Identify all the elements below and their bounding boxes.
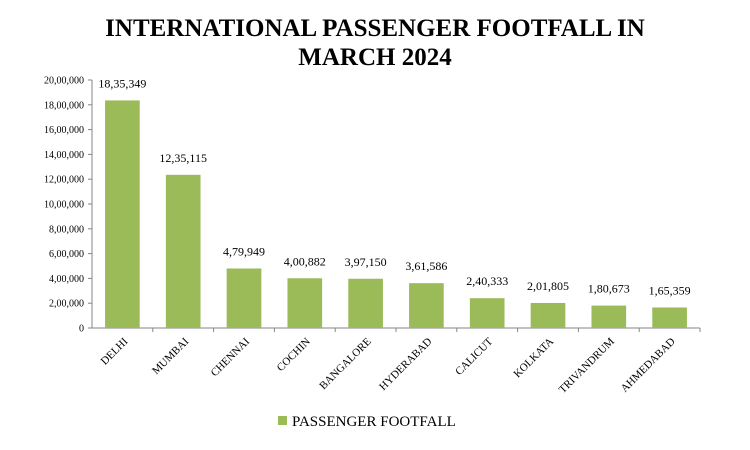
y-tick-label: 10,00,000 — [44, 200, 84, 211]
x-category-label: COCHIN — [275, 336, 313, 374]
y-tick-label: 16,00,000 — [44, 125, 84, 136]
y-tick-label: 20,00,000 — [44, 76, 84, 87]
bar — [530, 302, 566, 328]
data-label: 4,00,882 — [284, 254, 326, 268]
bar — [409, 283, 444, 328]
bar — [348, 278, 383, 328]
bar — [287, 278, 323, 328]
bar — [591, 305, 627, 328]
data-label: 2,01,805 — [527, 279, 569, 293]
x-category-label: DELHI — [99, 335, 131, 367]
chart-title: INTERNATIONAL PASSENGER FOOTFALL IN MARC… — [0, 14, 750, 72]
x-category-label: AHMEDABAD — [619, 336, 678, 395]
y-tick-label: 18,00,000 — [44, 100, 84, 111]
data-label: 1,65,359 — [649, 283, 691, 297]
bar — [652, 307, 687, 328]
x-category-label: CHENNAI — [209, 335, 253, 379]
data-label: 3,61,586 — [405, 259, 447, 273]
data-label: 2,40,333 — [466, 274, 508, 288]
bar — [165, 174, 201, 328]
y-tick-label: 8,00,000 — [49, 224, 84, 235]
chart-title-line-2: MARCH 2024 — [298, 44, 452, 71]
data-label: 4,79,949 — [223, 244, 265, 258]
x-category-label: KOLKATA — [512, 336, 557, 381]
bar — [469, 298, 505, 328]
legend-label: PASSENGER FOOTFALL — [292, 414, 456, 430]
y-tick-label: 4,00,000 — [49, 274, 84, 285]
x-category-label: BANGALORE — [317, 335, 374, 392]
y-tick-label: 14,00,000 — [44, 150, 84, 161]
x-category-label: MUMBAI — [150, 335, 192, 377]
y-tick-label: 2,00,000 — [49, 299, 84, 310]
legend-swatch — [278, 416, 287, 425]
bar — [105, 100, 140, 329]
data-label: 12,35,115 — [159, 151, 207, 165]
y-tick-label: 0 — [79, 324, 84, 335]
data-label: 18,35,349 — [98, 76, 146, 90]
x-category-label: CALICUT — [453, 335, 495, 377]
chart-title-line-1: INTERNATIONAL PASSENGER FOOTFALL IN — [105, 15, 645, 42]
y-tick-label: 12,00,000 — [44, 175, 84, 186]
bar — [226, 268, 262, 328]
x-category-label: TRIVANDRUM — [557, 335, 617, 395]
data-label: 3,97,150 — [345, 255, 387, 269]
x-category-label: HYDERABAD — [377, 336, 434, 393]
y-tick-label: 6,00,000 — [49, 249, 84, 260]
data-label: 1,80,673 — [588, 282, 630, 296]
